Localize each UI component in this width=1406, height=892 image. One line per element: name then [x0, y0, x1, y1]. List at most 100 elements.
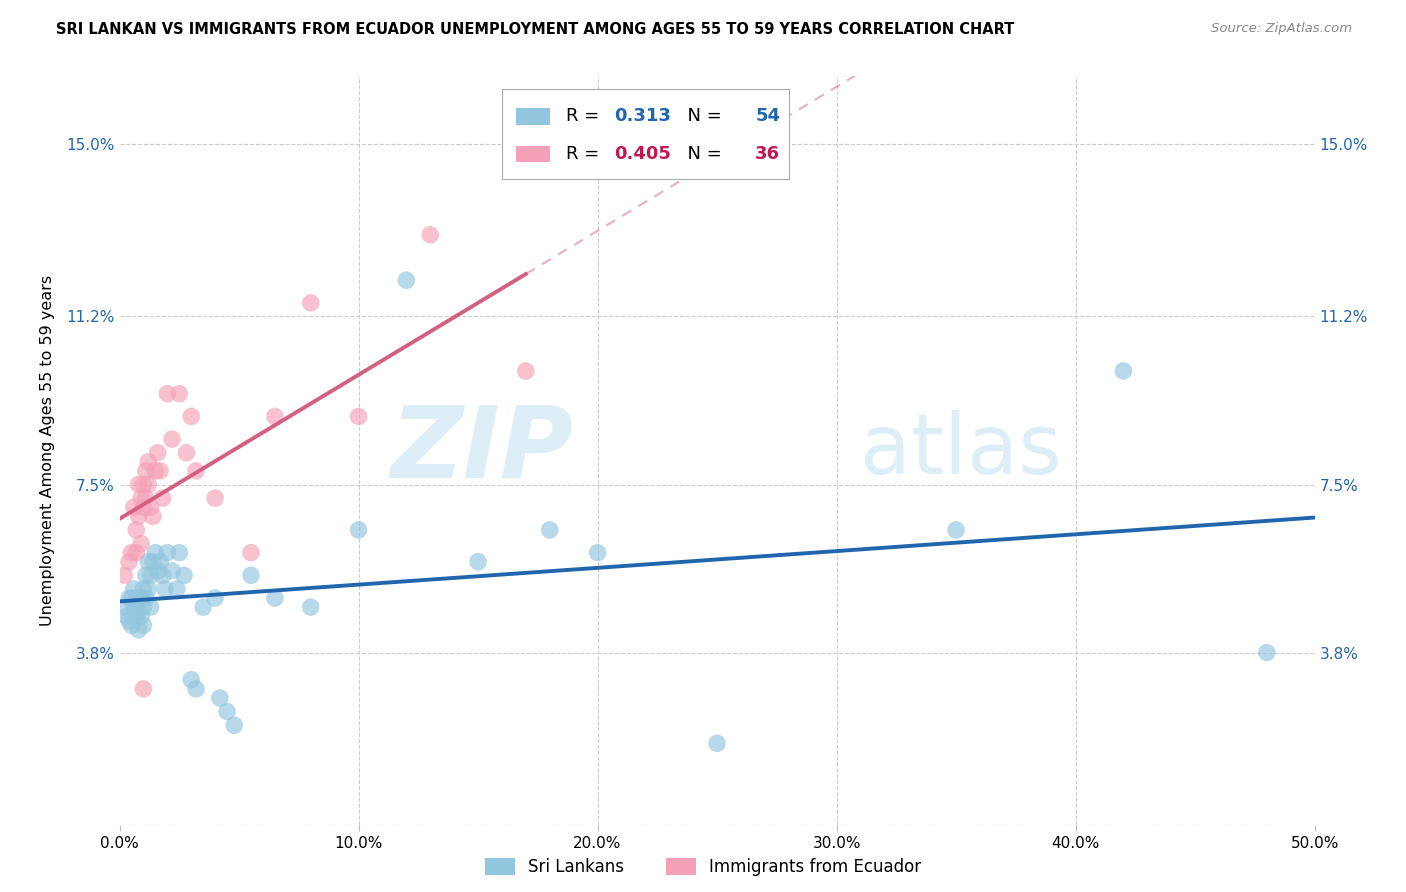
Point — [347, 523, 370, 537]
Point — [112, 568, 135, 582]
Point — [515, 364, 537, 378]
Point — [264, 591, 287, 605]
Point — [135, 591, 157, 605]
Point — [145, 464, 166, 478]
Point — [160, 564, 183, 578]
Text: Source: ZipAtlas.com: Source: ZipAtlas.com — [1212, 22, 1353, 36]
Point — [945, 523, 967, 537]
Point — [122, 500, 145, 515]
Point — [125, 591, 148, 605]
Y-axis label: Unemployment Among Ages 55 to 59 years: Unemployment Among Ages 55 to 59 years — [41, 275, 55, 626]
Point — [135, 464, 157, 478]
Text: R =: R = — [567, 107, 606, 125]
Point — [1256, 646, 1278, 660]
Point — [125, 546, 148, 560]
Point — [146, 446, 169, 460]
Point — [139, 500, 162, 515]
Point — [395, 273, 418, 287]
Point — [184, 681, 207, 696]
Point — [135, 568, 157, 582]
Point — [239, 546, 263, 560]
Text: N =: N = — [676, 145, 728, 163]
Point — [125, 609, 148, 624]
Point — [152, 568, 174, 582]
Point — [125, 523, 148, 537]
Point — [128, 605, 150, 619]
Text: SRI LANKAN VS IMMIGRANTS FROM ECUADOR UNEMPLOYMENT AMONG AGES 55 TO 59 YEARS COR: SRI LANKAN VS IMMIGRANTS FROM ECUADOR UN… — [56, 22, 1015, 37]
Point — [419, 227, 441, 242]
Point — [153, 582, 176, 596]
Point — [118, 591, 141, 605]
Text: atlas: atlas — [860, 410, 1062, 491]
Point — [146, 564, 169, 578]
Point — [136, 555, 159, 569]
Point — [121, 591, 143, 605]
Point — [156, 546, 179, 560]
Point — [132, 600, 155, 615]
Point — [184, 464, 207, 478]
Point — [156, 386, 179, 401]
Point — [166, 582, 188, 596]
Point — [115, 609, 138, 624]
Point — [118, 555, 141, 569]
Legend: Sri Lankans, Immigrants from Ecuador: Sri Lankans, Immigrants from Ecuador — [478, 851, 928, 882]
Point — [139, 568, 162, 582]
Point — [176, 446, 198, 460]
Point — [129, 536, 152, 550]
Point — [538, 523, 561, 537]
Point — [299, 296, 322, 310]
Point — [132, 500, 155, 515]
Point — [264, 409, 287, 424]
Point — [132, 477, 155, 491]
Point — [149, 464, 172, 478]
Point — [122, 582, 145, 596]
Point — [208, 690, 231, 705]
Point — [347, 409, 370, 424]
Point — [217, 705, 239, 719]
Point — [121, 546, 143, 560]
Point — [136, 455, 159, 469]
Point — [160, 432, 183, 446]
Point — [112, 600, 135, 615]
Point — [152, 491, 174, 505]
Text: 0.313: 0.313 — [614, 107, 671, 125]
Point — [204, 491, 226, 505]
Point — [224, 718, 246, 732]
Text: R =: R = — [567, 145, 606, 163]
Point — [169, 386, 191, 401]
Point — [467, 555, 489, 569]
Point — [180, 409, 202, 424]
Point — [118, 614, 141, 628]
Point — [299, 600, 322, 615]
Point — [128, 477, 150, 491]
Point — [129, 491, 152, 505]
Point — [135, 491, 157, 505]
Point — [142, 509, 165, 524]
Point — [239, 568, 263, 582]
Point — [132, 681, 155, 696]
Point — [145, 546, 166, 560]
Point — [586, 546, 609, 560]
Point — [169, 546, 191, 560]
Point — [128, 623, 150, 637]
Text: ZIP: ZIP — [391, 402, 574, 499]
Point — [142, 555, 165, 569]
Point — [173, 568, 195, 582]
Point — [132, 618, 155, 632]
Point — [204, 591, 226, 605]
Point — [121, 618, 143, 632]
Point — [136, 582, 159, 596]
FancyBboxPatch shape — [516, 145, 550, 162]
Text: 54: 54 — [755, 107, 780, 125]
Point — [128, 591, 150, 605]
FancyBboxPatch shape — [502, 89, 789, 179]
Text: 36: 36 — [755, 145, 780, 163]
Point — [136, 477, 159, 491]
Text: 0.405: 0.405 — [614, 145, 671, 163]
Point — [122, 600, 145, 615]
Point — [128, 509, 150, 524]
Point — [129, 609, 152, 624]
Point — [129, 591, 152, 605]
Point — [706, 736, 728, 750]
Point — [191, 600, 215, 615]
